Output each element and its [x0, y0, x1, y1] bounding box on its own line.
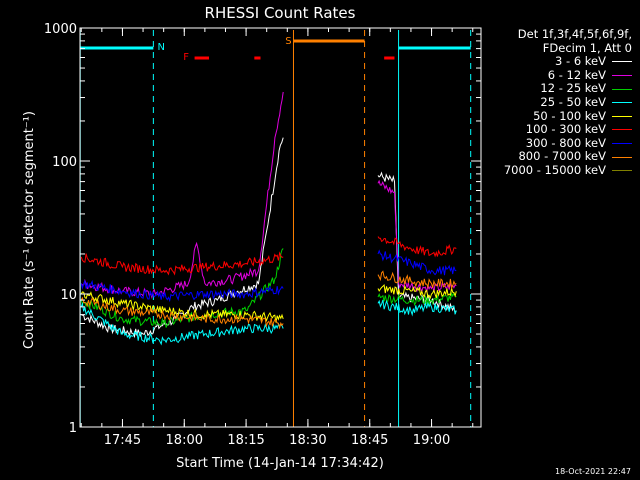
series-line-7-seg-0: [80, 296, 284, 330]
y-tick-label-3: 1000: [44, 22, 77, 37]
series-line-6-seg-1: [377, 249, 457, 276]
y-tick-label-0: 1: [69, 421, 77, 436]
legend-item-label: 3 - 6 keV: [555, 54, 606, 69]
series-line-5-seg-1: [377, 236, 457, 258]
legend-item: 800 - 7000 keV: [486, 150, 632, 164]
x-axis-label: Start Time (14-Jan-14 17:34:42): [176, 456, 384, 471]
attenuator-flags: N F S: [79, 30, 472, 427]
y-axis: 1 10 100 1000: [44, 22, 481, 436]
legend-item-label: 100 - 300 keV: [525, 122, 606, 137]
x-tick-label-1: 18:00: [166, 433, 203, 448]
legend-item: 7000 - 15000 keV: [486, 162, 632, 178]
y-axis-label: Count Rate (s⁻¹ detector segment⁻¹): [22, 111, 37, 349]
series-line-6-seg-0: [80, 279, 284, 303]
legend-swatch: [612, 88, 632, 90]
legend: Det 1f,3f,4f,5f,6f,9f, FDecim 1, Att 0 3…: [486, 27, 632, 178]
legend-item-label: 800 - 7000 keV: [518, 149, 606, 164]
legend-header-line-1: Det 1f,3f,4f,5f,6f,9f,: [517, 27, 632, 41]
legend-swatch: [612, 75, 632, 77]
legend-item-label: 12 - 25 keV: [540, 81, 606, 96]
legend-item: 25 - 50 keV: [486, 94, 632, 110]
flag-label-F: F: [183, 52, 189, 63]
series-line-3-seg-0: [80, 301, 284, 346]
flag-label-N: N: [157, 42, 164, 53]
series-line-4-seg-1: [377, 284, 457, 300]
series-line-3-seg-1: [377, 299, 457, 317]
legend-swatch: [612, 170, 632, 172]
x-tick-label-0: 17:45: [104, 433, 141, 448]
chart-title: RHESSI Count Rates: [205, 4, 356, 22]
x-tick-label-4: 18:45: [351, 433, 388, 448]
x-axis: 17:45 18:00 18:15 18:30 18:45 19:00: [80, 28, 474, 448]
legend-item: 12 - 25 keV: [486, 82, 632, 96]
x-tick-label-2: 18:15: [227, 433, 264, 448]
flag-label-S: S: [285, 36, 291, 47]
series-line-7-seg-1: [377, 270, 457, 290]
generated-timestamp: 18-Oct-2021 22:47: [555, 467, 631, 476]
legend-swatch: [612, 129, 632, 131]
legend-swatch: [612, 102, 632, 104]
legend-header-line-2: FDecim 1, Att 0: [542, 40, 632, 55]
series-line-4-seg-0: [80, 291, 284, 323]
legend-swatch: [612, 143, 632, 145]
legend-item-label: 6 - 12 keV: [547, 67, 606, 82]
legend-item: 6 - 12 keV: [486, 67, 632, 83]
plot-frame: [79, 27, 482, 428]
series-group: [80, 91, 457, 346]
legend-swatch: [612, 156, 632, 158]
legend-item-label: 300 - 800 keV: [525, 135, 606, 150]
legend-item: 100 - 300 keV: [486, 123, 632, 137]
series-line-2-seg-1: [377, 291, 457, 307]
y-tick-label-1: 10: [60, 288, 77, 303]
x-tick-label-3: 18:30: [289, 433, 326, 448]
legend-swatch: [612, 115, 632, 117]
series-line-5-seg-0: [80, 251, 284, 276]
legend-swatch: [612, 61, 632, 63]
legend-item: 300 - 800 keV: [486, 135, 632, 151]
x-tick-label-5: 19:00: [413, 433, 450, 448]
legend-item-label: 7000 - 15000 keV: [503, 162, 606, 177]
legend-item: 3 - 6 keV: [486, 55, 632, 69]
legend-item-label: 50 - 100 keV: [533, 108, 606, 123]
legend-item: 50 - 100 keV: [486, 108, 632, 124]
y-tick-label-2: 100: [52, 155, 77, 170]
legend-item-label: 25 - 50 keV: [540, 94, 606, 109]
series-line-0-seg-0: [80, 137, 284, 339]
